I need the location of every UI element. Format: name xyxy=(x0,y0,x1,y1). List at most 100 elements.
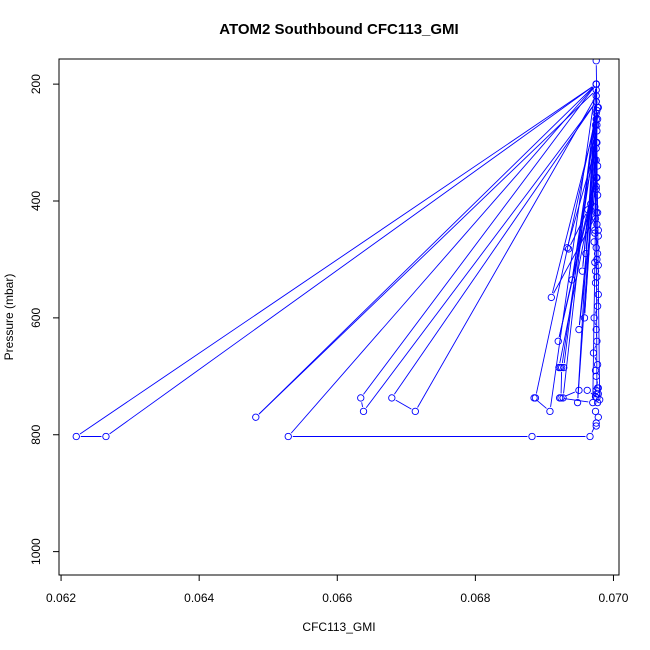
plot-frame xyxy=(58,58,620,576)
series-segment xyxy=(577,88,597,399)
data-point xyxy=(558,363,566,372)
data-point xyxy=(72,432,80,441)
data-point xyxy=(575,325,583,334)
plot-area xyxy=(58,58,620,576)
data-point xyxy=(593,302,602,310)
data-point xyxy=(582,249,590,258)
y-tick-label: 1000 xyxy=(29,538,43,565)
data-point xyxy=(530,394,538,402)
data-point xyxy=(592,92,600,100)
series-segment xyxy=(417,99,595,408)
data-point xyxy=(593,394,601,402)
data-point xyxy=(592,182,600,191)
data-point xyxy=(592,144,600,153)
series-segment xyxy=(550,88,597,407)
data-point xyxy=(575,386,583,394)
chart-title: ATOM2 Southbound CFC113_GMI xyxy=(219,21,458,38)
data-point xyxy=(554,337,562,345)
series-segment xyxy=(594,310,597,314)
series-segment xyxy=(563,106,597,364)
data-point xyxy=(593,121,601,129)
data-point xyxy=(568,276,576,284)
series-segment xyxy=(594,345,597,349)
x-tick-label: 0.070 xyxy=(598,591,628,605)
data-point xyxy=(593,103,602,112)
x-tick-label: 0.062 xyxy=(46,591,76,605)
data-point xyxy=(586,432,594,441)
x-tick-label: 0.066 xyxy=(322,591,352,605)
data-point xyxy=(594,290,602,299)
data-point xyxy=(584,206,592,214)
data-point xyxy=(528,432,536,441)
data-point xyxy=(587,200,595,208)
data-point xyxy=(591,366,600,375)
data-point xyxy=(593,115,602,123)
data-point xyxy=(590,314,598,322)
data-point xyxy=(546,407,554,416)
data-point xyxy=(252,413,260,421)
data-point xyxy=(593,209,602,217)
data-point xyxy=(564,245,573,253)
data-point xyxy=(591,407,600,416)
x-tick-label: 0.064 xyxy=(184,591,214,605)
data-point xyxy=(388,394,396,402)
data-point xyxy=(284,432,292,441)
series-segment xyxy=(258,92,594,415)
x-axis: 0.062 0.064 0.066 0.068 0.070 xyxy=(46,574,629,605)
y-tick-label: 200 xyxy=(29,74,43,94)
data-point xyxy=(563,244,571,252)
series-segment xyxy=(365,104,594,409)
data-point xyxy=(593,249,602,258)
data-point xyxy=(592,86,600,94)
series-segment xyxy=(394,105,595,395)
data-point xyxy=(557,394,565,402)
data-point xyxy=(578,267,587,275)
data-point xyxy=(593,127,601,135)
series-segment xyxy=(577,123,598,399)
data-point xyxy=(359,407,368,416)
data-point xyxy=(411,407,419,416)
data-point xyxy=(593,337,601,345)
series-segment xyxy=(395,399,412,410)
data-point xyxy=(591,226,599,234)
y-axis-label: Pressure (mbar) xyxy=(2,274,16,361)
data-point xyxy=(592,173,600,182)
series-segment xyxy=(109,86,593,435)
data-point xyxy=(102,432,110,441)
data-point xyxy=(560,363,568,372)
data-point xyxy=(592,422,600,430)
data-point xyxy=(357,394,365,402)
y-tick-label: 400 xyxy=(29,191,43,211)
data-point xyxy=(593,138,601,147)
series-segment xyxy=(564,391,575,397)
data-point xyxy=(589,349,598,357)
data-point xyxy=(593,162,602,170)
series-segment xyxy=(559,181,596,364)
data-point xyxy=(573,398,582,407)
data-point xyxy=(580,314,589,322)
data-point xyxy=(594,413,602,421)
series-segment xyxy=(258,86,594,415)
series-segment xyxy=(290,87,594,434)
data-point xyxy=(594,390,602,398)
data-point xyxy=(594,232,602,240)
data-point xyxy=(559,394,567,402)
data-point xyxy=(547,293,555,302)
series-segment xyxy=(361,402,364,408)
y-tick-label: 800 xyxy=(29,424,43,444)
series-layer xyxy=(72,59,604,441)
series-segment xyxy=(594,357,597,361)
series-segment xyxy=(594,322,596,326)
series-segment xyxy=(564,398,589,403)
data-point xyxy=(583,386,591,394)
data-point xyxy=(592,325,600,334)
series-segment xyxy=(563,106,597,394)
series-segment xyxy=(79,86,593,435)
data-point xyxy=(589,398,597,407)
y-tick-label: 600 xyxy=(29,308,43,328)
data-point xyxy=(593,384,602,392)
data-point xyxy=(591,279,600,287)
x-axis-label: CFC113_GMI xyxy=(302,620,375,634)
